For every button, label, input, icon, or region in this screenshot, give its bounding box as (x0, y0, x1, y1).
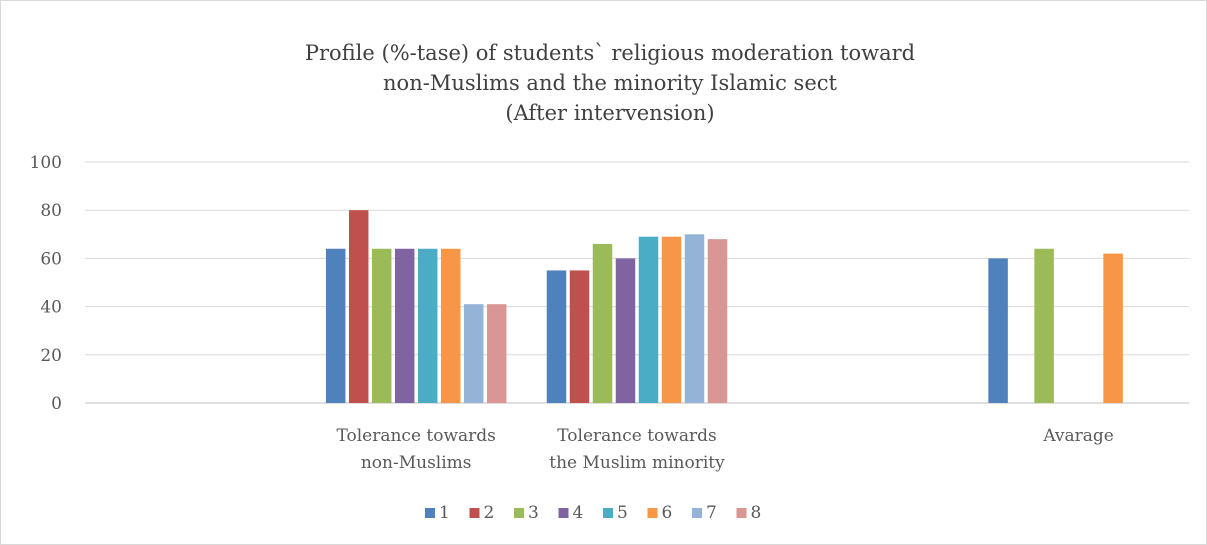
y-tick-label: 100 (30, 153, 62, 173)
chart-title-line-1: Profile (%-tase) of students` religious … (305, 41, 915, 65)
legend-label: 6 (662, 503, 673, 523)
bar-series-8 (486, 304, 507, 403)
y-tick-label: 0 (51, 394, 62, 414)
category-label: Avarage (1042, 426, 1114, 446)
bar-series-6 (661, 236, 682, 403)
legend-label: 8 (751, 503, 762, 523)
bar-series-2 (569, 270, 590, 403)
legend-swatch-4 (558, 508, 569, 518)
legend-label: 4 (573, 503, 584, 523)
bar-series-5 (638, 236, 659, 403)
bar-series-4 (394, 248, 415, 403)
category-label: Tolerance towards (336, 426, 495, 446)
legend-label: 2 (484, 503, 495, 523)
bar-series-5 (417, 248, 438, 403)
y-tick-label: 80 (40, 201, 62, 221)
bar-series-3 (592, 243, 613, 403)
y-tick-label: 20 (40, 346, 62, 366)
legend-swatch-6 (647, 508, 658, 518)
y-tick-label: 40 (40, 298, 62, 318)
legend-label: 7 (706, 503, 717, 523)
bar-series-1 (988, 258, 1008, 403)
legend-swatch-8 (736, 508, 747, 518)
bar-series-3 (371, 248, 392, 403)
category-label: non-Muslims (361, 453, 472, 473)
legend-swatch-5 (603, 508, 613, 518)
bar-series-1 (546, 270, 567, 403)
bar-series-2 (348, 210, 369, 403)
category-label: the Muslim minority (549, 453, 725, 473)
legend-swatch-2 (469, 508, 480, 518)
bar-series-6 (1103, 253, 1123, 403)
y-axis: 0 20 40 60 80 100 (30, 153, 62, 414)
category-label: Tolerance towards (557, 426, 716, 446)
x-axis-labels: Tolerance towards non-Muslims Tolerance to… (336, 426, 1113, 473)
legend-label: 3 (528, 503, 539, 523)
bar-series-7 (463, 304, 484, 403)
legend-swatch-1 (425, 508, 435, 518)
legend-swatch-7 (692, 508, 702, 518)
bars (325, 210, 1123, 403)
chart-title-line-3: (After intervension) (505, 101, 714, 125)
chart-title-line-2: non-Muslims and the minority Islamic sec… (383, 71, 837, 95)
bar-series-7 (684, 234, 705, 403)
legend-swatch-3 (514, 508, 524, 518)
bar-series-8 (707, 239, 728, 403)
bar-series-3 (1034, 248, 1054, 403)
legend-label: 5 (617, 503, 628, 523)
legend: 1 2 3 4 5 6 7 8 (425, 503, 761, 523)
legend-label: 1 (439, 503, 450, 523)
bar-series-6 (440, 248, 461, 403)
bar-series-1 (325, 248, 346, 403)
y-tick-label: 60 (40, 249, 62, 269)
bar-series-4 (615, 258, 636, 403)
